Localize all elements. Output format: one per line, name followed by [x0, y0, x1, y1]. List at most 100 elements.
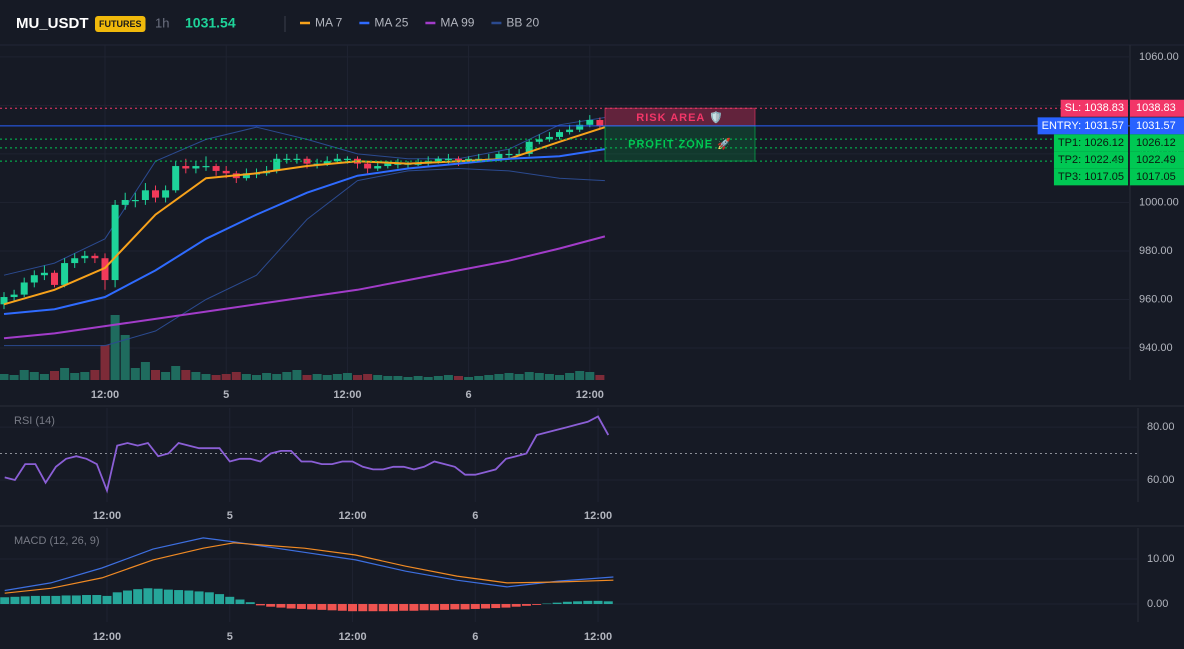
level-value: 1017.05 [1136, 171, 1176, 183]
level-label-bg [1060, 99, 1128, 117]
volume-bar [191, 372, 201, 380]
histogram-bar [603, 601, 613, 605]
bollinger-band [4, 167, 605, 347]
volume-bar [0, 374, 9, 380]
histogram-bar [409, 604, 419, 611]
level-label-bg [1053, 151, 1128, 169]
histogram-bar [378, 604, 388, 612]
candle-body [20, 282, 28, 295]
macd-line [4, 537, 614, 592]
level-value-bg [1130, 168, 1184, 186]
histogram-bar [573, 601, 583, 605]
volume-bar [9, 375, 19, 380]
histogram-bar [450, 604, 460, 610]
level-value-bg [1130, 99, 1184, 117]
candle-body [0, 297, 8, 305]
volume-bar [383, 376, 393, 380]
candle-body [444, 158, 452, 160]
x-tick-label: 12:00 [93, 510, 121, 522]
level-label: ENTRY: 1031.57 [1042, 120, 1124, 132]
candle-body [374, 166, 382, 169]
interval: 1h [155, 15, 169, 30]
volume-bar [484, 375, 494, 380]
volume-bar [353, 375, 362, 380]
y-tick-label: 980.00 [1139, 245, 1173, 257]
volume-bar [585, 372, 595, 380]
histogram-bar [501, 604, 511, 608]
volume-bar [575, 371, 585, 380]
histogram-bar [511, 604, 521, 607]
histogram-bar [470, 604, 480, 609]
candle-body [61, 263, 69, 285]
volume-bar [413, 376, 423, 380]
level-label-bg [1053, 134, 1128, 152]
zone-label: PROFIT ZONE 🚀 [628, 137, 732, 150]
histogram-bar [286, 604, 296, 609]
candle-body [343, 158, 351, 160]
volume-bar [454, 376, 463, 380]
histogram-bar [204, 592, 214, 605]
candle-body [576, 124, 584, 130]
candle-body [91, 255, 99, 259]
histogram-bar [358, 604, 368, 612]
histogram-bar [266, 604, 276, 607]
histogram-bar [163, 589, 173, 605]
candle-body [172, 166, 180, 191]
histogram-bar [112, 592, 122, 605]
histogram-bar [317, 604, 327, 610]
volume-bar [363, 374, 373, 380]
candle-body [242, 173, 250, 179]
x-tick-label: 12:00 [333, 389, 361, 401]
volume-bar [474, 376, 484, 380]
candle-body [152, 190, 159, 198]
histogram-bar [245, 602, 255, 605]
histogram-bar [41, 595, 51, 605]
volume-bar [231, 372, 241, 380]
volume-bar [140, 362, 150, 380]
candle-body [121, 200, 129, 205]
candle-body [273, 158, 281, 171]
volume-bar [373, 375, 383, 380]
y-tick-label: 0.00 [1147, 598, 1168, 610]
zone-label: RISK AREA 🛡️ [636, 111, 723, 124]
y-tick-label: 1000.00 [1139, 196, 1179, 208]
candle-body [495, 153, 503, 159]
histogram-bar [174, 590, 184, 605]
histogram-bar [122, 590, 132, 605]
candle-body [192, 166, 200, 169]
histogram-bar [532, 604, 542, 605]
y-tick-label: 940.00 [1139, 342, 1173, 354]
candle-body [323, 161, 331, 164]
histogram-bar [51, 595, 61, 605]
volume-bar [302, 375, 312, 380]
level-value: 1026.12 [1136, 137, 1176, 149]
candle-body [10, 294, 18, 298]
volume-bar [39, 374, 49, 380]
histogram-bar [552, 602, 562, 605]
histogram-bar [368, 604, 378, 612]
candle-body [545, 136, 553, 140]
candle-body [101, 258, 109, 281]
candle-body [202, 166, 210, 168]
volume-bar [524, 372, 534, 380]
histogram-bar [255, 604, 265, 606]
level-value: 1031.57 [1136, 120, 1176, 132]
level-label: SL: 1038.83 [1065, 102, 1124, 114]
volume-bar [29, 372, 39, 380]
volume-bar [211, 375, 221, 380]
histogram-bar [0, 597, 10, 605]
volume-bar [312, 374, 322, 380]
histogram-bar [82, 595, 92, 605]
volume-bar [514, 374, 524, 380]
candle-body [596, 119, 604, 127]
volume-bar [342, 373, 352, 380]
candle-body [364, 163, 372, 169]
x-tick-label: 12:00 [576, 389, 604, 401]
histogram-bar [388, 604, 398, 612]
volume-bar [171, 366, 181, 380]
moving-average [3, 148, 606, 315]
candle-body [182, 166, 190, 169]
volume-bar [504, 373, 514, 380]
candle-body [293, 158, 301, 160]
candle-body [30, 275, 38, 283]
